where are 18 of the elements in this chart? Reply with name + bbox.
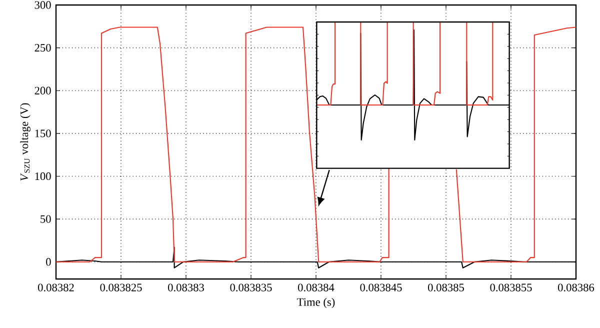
y-tick-label: 200: [34, 86, 51, 94]
y-axis-title: V$_{SZU}$ voltage (V): [20, 103, 30, 181]
x-tick-label: 0.083835: [230, 284, 272, 292]
x-tick-label: 0.083855: [490, 284, 532, 292]
y-tick-label: 250: [34, 44, 51, 52]
y-tick-label: 150: [35, 130, 51, 138]
x-tick-label: 0.083845: [360, 284, 402, 292]
x-tick-label: 0.08384: [298, 284, 334, 292]
x-tick-label: 0.08382: [38, 284, 74, 292]
y-tick-label: 300: [34, 1, 51, 9]
x-tick-label: 0.08385: [428, 284, 464, 292]
x-tick-label: 0.08383: [168, 284, 204, 292]
y-tick-label: 50: [40, 215, 51, 223]
x-tick-label: 0.083825: [100, 284, 142, 292]
x-tick-label: 0.08386: [558, 284, 594, 292]
y-tick-label: 100: [35, 172, 51, 180]
y-tick-label: 0: [46, 258, 51, 266]
x-axis-title: Time (s): [297, 298, 335, 308]
